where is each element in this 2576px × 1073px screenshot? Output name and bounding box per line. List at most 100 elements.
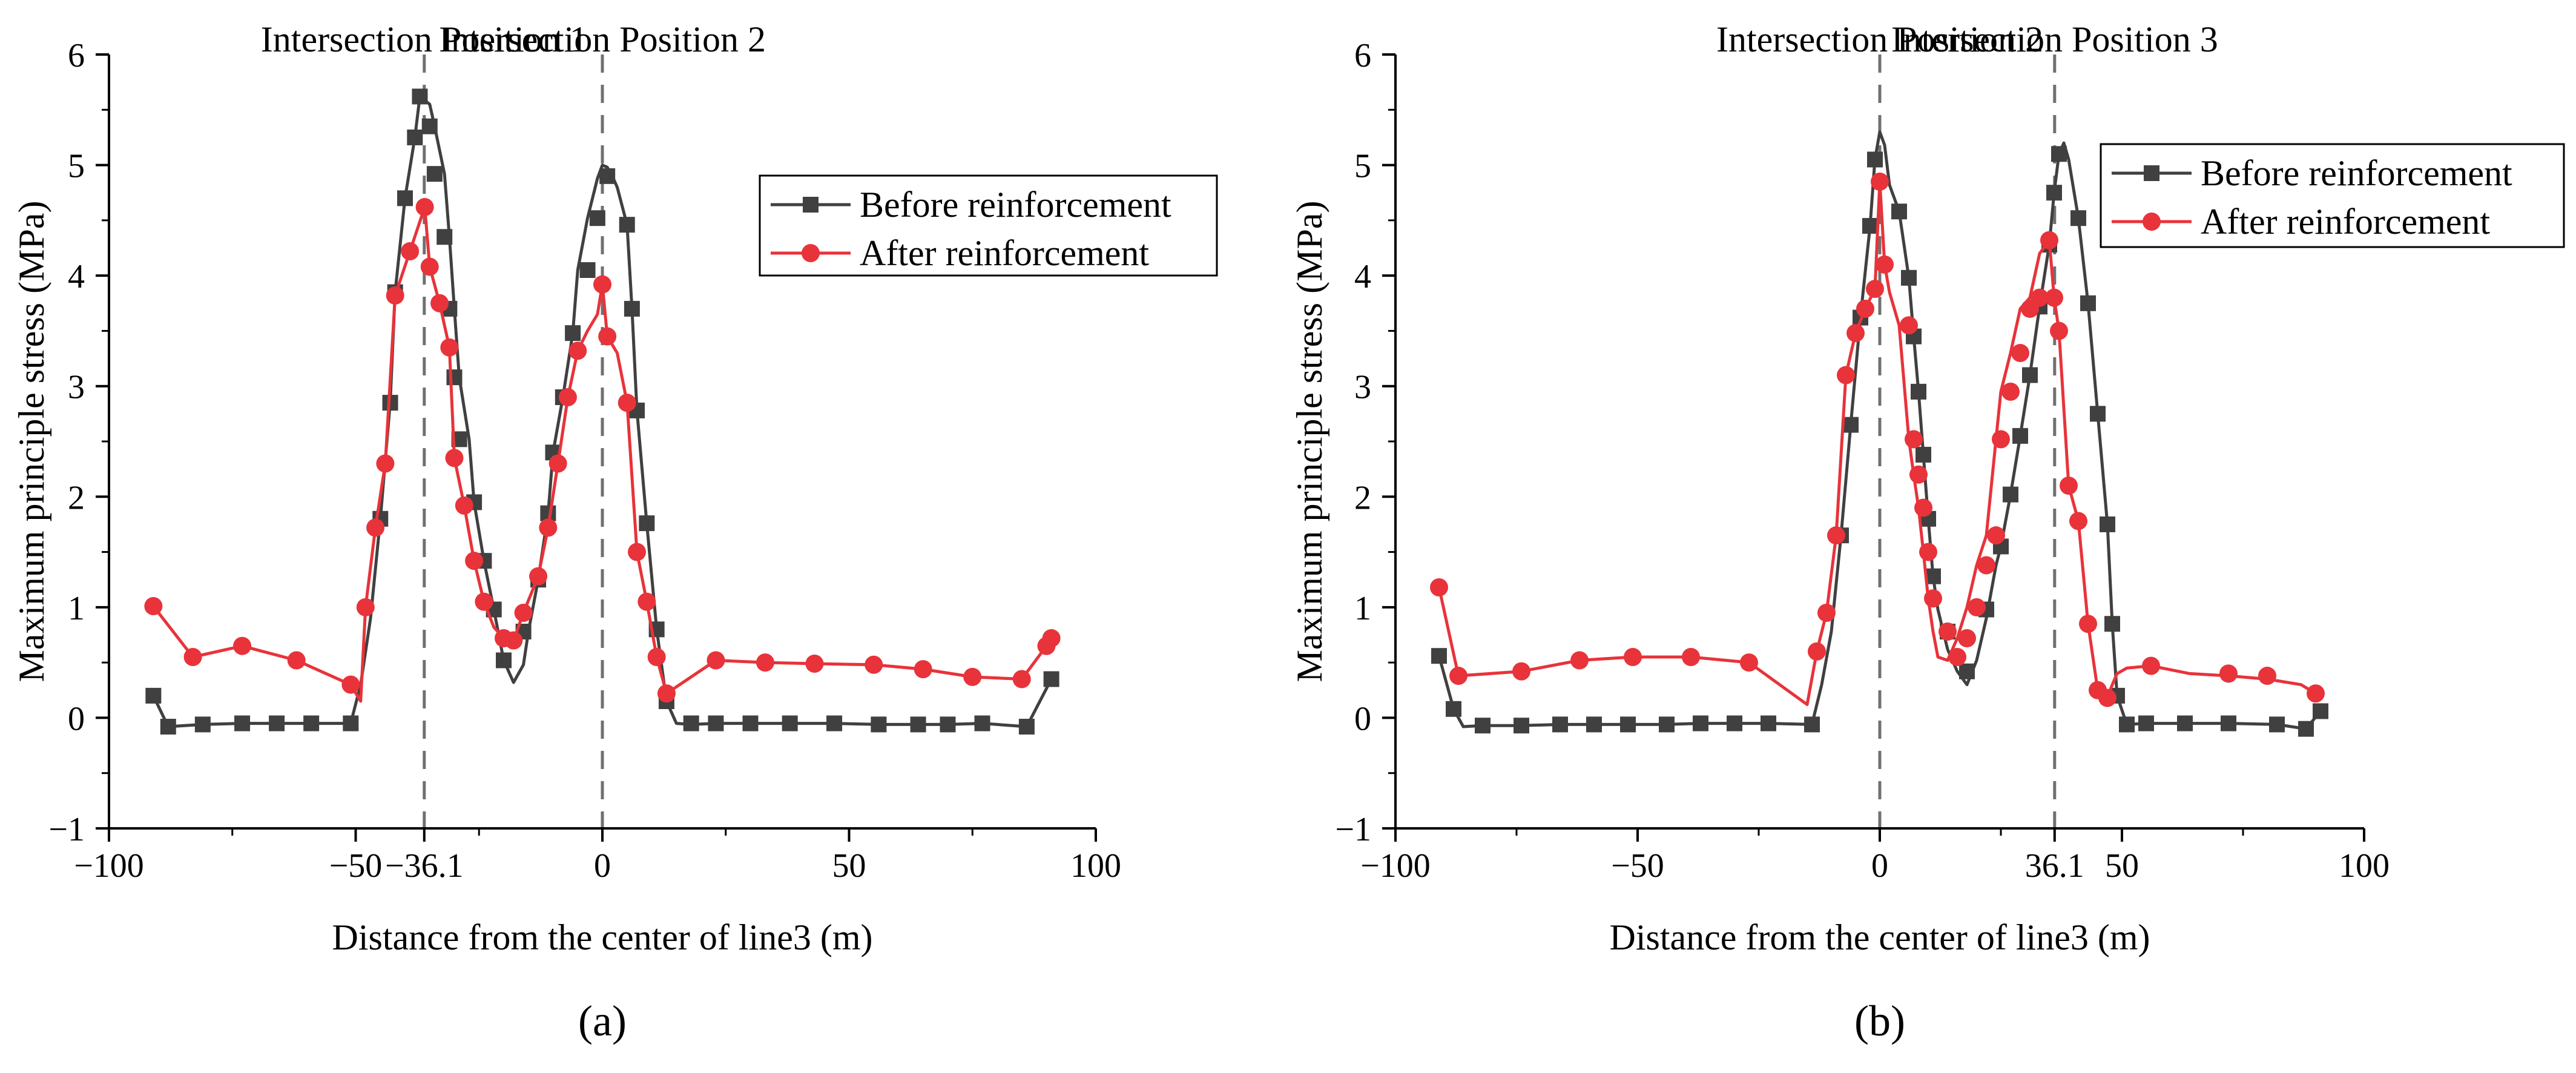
y-tick-label: −1 bbox=[48, 811, 85, 848]
data-point bbox=[233, 636, 252, 655]
data-point bbox=[2079, 615, 2097, 633]
data-point bbox=[2219, 664, 2238, 683]
data-point bbox=[1958, 629, 1976, 647]
data-point bbox=[2142, 656, 2160, 675]
data-point bbox=[397, 190, 413, 206]
legend-label: Before reinforcement bbox=[860, 185, 1171, 225]
data-point bbox=[1586, 716, 1602, 733]
legend-marker bbox=[2143, 213, 2161, 231]
data-point bbox=[1871, 172, 1889, 191]
y-tick-label: 2 bbox=[1354, 479, 1371, 517]
data-point bbox=[1475, 718, 1491, 734]
data-point bbox=[1446, 701, 1461, 717]
data-point bbox=[2119, 716, 2135, 733]
data-point bbox=[805, 654, 824, 673]
data-point bbox=[183, 648, 202, 667]
panel-label: (a) bbox=[578, 997, 627, 1045]
data-point bbox=[1043, 671, 1059, 687]
data-point bbox=[1862, 217, 1878, 234]
data-point bbox=[707, 651, 725, 670]
data-point bbox=[2045, 288, 2063, 307]
panel-label: (b) bbox=[1854, 997, 1905, 1045]
data-point bbox=[1924, 589, 1942, 608]
data-point bbox=[2258, 667, 2276, 685]
data-point bbox=[2022, 367, 2038, 383]
data-point bbox=[647, 648, 666, 667]
data-point bbox=[1727, 715, 1742, 731]
x-tick-label: −100 bbox=[74, 847, 144, 885]
data-point bbox=[548, 454, 567, 473]
data-point bbox=[1817, 603, 1836, 622]
data-point bbox=[529, 567, 548, 586]
data-point bbox=[2031, 288, 2049, 307]
data-point bbox=[1552, 716, 1568, 733]
x-tick-label: 50 bbox=[832, 847, 866, 885]
data-point bbox=[742, 715, 759, 731]
annotation-label: Intersection Position 3 bbox=[1891, 19, 2218, 59]
data-point bbox=[1430, 578, 1448, 596]
data-point bbox=[1804, 716, 1820, 733]
data-point bbox=[445, 449, 464, 467]
data-point bbox=[1901, 269, 1917, 286]
data-point bbox=[455, 496, 473, 515]
y-tick-label: 6 bbox=[68, 37, 85, 74]
data-point bbox=[1682, 648, 1700, 667]
x-tick-label: 0 bbox=[1871, 847, 1888, 885]
legend-marker bbox=[803, 197, 819, 213]
legend-box bbox=[759, 174, 1218, 277]
data-point bbox=[2001, 382, 2020, 401]
data-point bbox=[618, 394, 636, 412]
data-point bbox=[2011, 343, 2029, 362]
data-point bbox=[593, 275, 611, 294]
x-tick-label: 100 bbox=[2339, 847, 2390, 885]
data-point bbox=[1977, 556, 1995, 575]
data-point bbox=[386, 286, 404, 305]
data-point bbox=[1948, 648, 1966, 667]
data-point bbox=[2100, 516, 2115, 532]
data-point bbox=[504, 631, 523, 650]
data-point bbox=[1876, 255, 1894, 274]
data-point bbox=[430, 294, 449, 312]
data-point bbox=[2269, 716, 2285, 733]
y-tick-label: 3 bbox=[68, 369, 85, 406]
y-tick-label: 5 bbox=[68, 148, 85, 185]
y-tick-label: 4 bbox=[1354, 258, 1371, 295]
data-point bbox=[2069, 512, 2087, 530]
data-point bbox=[343, 715, 359, 731]
data-point bbox=[1512, 662, 1530, 681]
data-point bbox=[910, 716, 926, 733]
y-axis-label: Maximum principle stress (MPa) bbox=[1290, 201, 1329, 682]
y-tick-label: 4 bbox=[68, 258, 85, 295]
data-point bbox=[514, 603, 533, 622]
y-tick-label: 0 bbox=[1354, 700, 1371, 738]
annotation-label: Intersection Position 1 bbox=[261, 19, 588, 59]
data-point bbox=[1570, 651, 1589, 670]
data-point bbox=[628, 543, 647, 561]
data-point bbox=[341, 675, 360, 694]
x-tick-label: 100 bbox=[1070, 847, 1121, 885]
data-point bbox=[1867, 151, 1883, 168]
data-point bbox=[1914, 498, 1932, 517]
data-point bbox=[914, 660, 932, 679]
data-point bbox=[1827, 526, 1845, 545]
legend-marker bbox=[802, 244, 820, 262]
data-point bbox=[756, 653, 774, 672]
data-point bbox=[401, 242, 420, 260]
data-point bbox=[2003, 486, 2018, 503]
data-point bbox=[1939, 622, 1957, 641]
data-point bbox=[2051, 146, 2067, 162]
data-point bbox=[1431, 648, 1447, 664]
data-point bbox=[465, 552, 484, 570]
data-point bbox=[598, 327, 617, 346]
legend-box bbox=[2100, 143, 2565, 248]
data-point bbox=[1992, 430, 2010, 449]
data-point bbox=[963, 667, 982, 686]
y-tick-label: −1 bbox=[1335, 811, 1371, 848]
data-point bbox=[234, 715, 251, 731]
x-tick-label: −50 bbox=[329, 847, 383, 885]
data-point bbox=[539, 518, 558, 537]
x-tick-label: 50 bbox=[2105, 847, 2139, 885]
